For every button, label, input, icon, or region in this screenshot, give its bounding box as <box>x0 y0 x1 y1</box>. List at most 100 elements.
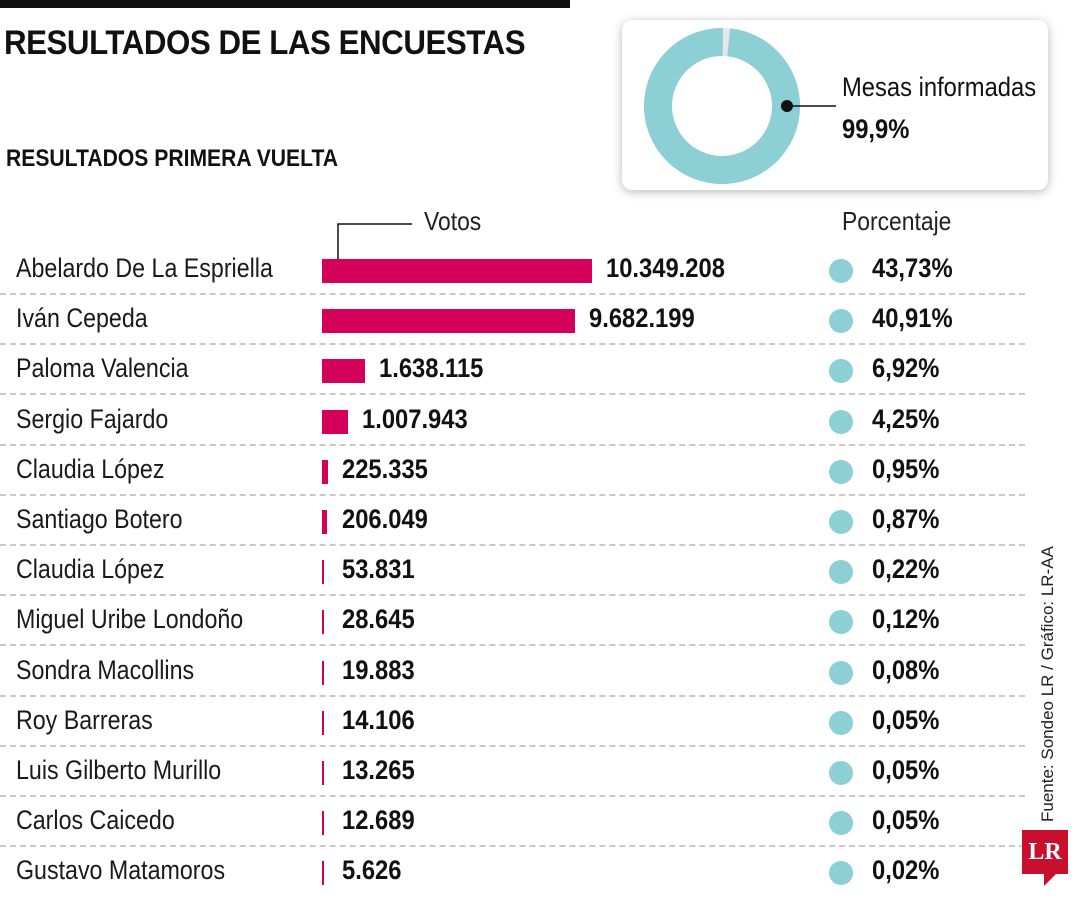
vote-bar <box>322 459 328 484</box>
vote-count: 53.831 <box>342 554 415 585</box>
percent-dot <box>829 309 853 334</box>
candidate-name: Roy Barreras <box>16 704 153 735</box>
vote-count: 19.883 <box>342 654 415 685</box>
percent-dot <box>829 710 853 735</box>
source-note: Fuente: Sondeo LR / Gráfico: LR-AA <box>1038 546 1057 822</box>
vote-bar <box>322 309 575 334</box>
percent-dot <box>829 510 853 534</box>
row-separator <box>0 393 1025 396</box>
percent-column-header: Porcentaje <box>842 206 952 236</box>
vote-count: 9.682.199 <box>589 303 695 334</box>
vote-count: 14.106 <box>342 704 415 735</box>
table-row: Luis Gilberto Murillo 13.265 0,05% <box>0 747 1025 797</box>
donut-reported-arc <box>644 28 800 184</box>
vote-bar <box>322 761 324 785</box>
percent-dot <box>829 359 853 384</box>
table-row: Gustavo Matamoros 5.626 0,02% <box>0 847 1025 897</box>
vote-bar <box>322 510 327 534</box>
percent-value: 0,05% <box>872 755 940 785</box>
vote-count: 206.049 <box>342 504 428 534</box>
mesas-label: Mesas informadas <box>842 72 1037 102</box>
percent-value: 0,05% <box>872 805 940 836</box>
candidate-name: Iván Cepeda <box>16 303 148 334</box>
candidate-name: Claudia López <box>16 554 165 585</box>
row-separator <box>0 293 1025 295</box>
page-title: RESULTADOS DE LAS ENCUESTAS <box>4 24 526 62</box>
vote-count: 5.626 <box>342 855 402 886</box>
row-separator <box>0 594 1025 597</box>
candidate-name: Santiago Botero <box>16 504 183 534</box>
percent-dot <box>829 660 853 685</box>
candidate-name: Claudia López <box>16 453 165 484</box>
vote-count: 13.265 <box>342 755 415 785</box>
row-separator <box>0 744 1025 747</box>
percent-value: 0,22% <box>872 554 940 585</box>
percent-dot <box>829 259 853 283</box>
percent-dot <box>829 409 853 434</box>
table-row: Abelardo De La Espriella 10.349.208 43,73% <box>0 245 1025 295</box>
vote-bar <box>322 259 592 283</box>
chart-subtitle: RESULTADOS PRIMERA VUELTA <box>6 145 339 172</box>
percent-dot <box>829 610 853 635</box>
percent-dot <box>829 459 853 484</box>
vote-bar <box>322 409 348 434</box>
table-row: Roy Barreras 14.106 0,05% <box>0 697 1025 747</box>
percent-value: 40,91% <box>872 303 953 334</box>
percent-dot <box>829 861 853 886</box>
percent-value: 43,73% <box>872 253 953 283</box>
candidate-name: Abelardo De La Espriella <box>16 253 273 283</box>
percent-value: 0,95% <box>872 453 940 484</box>
row-separator <box>0 694 1025 697</box>
row-separator <box>0 493 1025 496</box>
percent-value: 0,08% <box>872 654 940 685</box>
vote-count: 28.645 <box>342 604 415 635</box>
percent-value: 0,02% <box>872 855 940 886</box>
table-row: Paloma Valencia 1.638.115 6,92% <box>0 345 1025 396</box>
table-row: Claudia López 53.831 0,22% <box>0 546 1025 597</box>
vote-bar <box>322 560 324 585</box>
candidate-name: Miguel Uribe Londoño <box>16 604 244 635</box>
candidate-name: Luis Gilberto Murillo <box>16 755 222 785</box>
row-separator <box>0 443 1025 446</box>
vote-bar <box>322 861 324 886</box>
percent-value: 0,12% <box>872 604 940 635</box>
percent-dot <box>829 761 853 785</box>
percent-dot <box>829 560 853 585</box>
table-row: Sergio Fajardo 1.007.943 4,25% <box>0 396 1025 446</box>
percent-value: 0,05% <box>872 704 940 735</box>
vote-bar <box>322 660 324 685</box>
mesas-callout <box>781 100 836 112</box>
candidate-name: Gustavo Matamoros <box>16 855 226 886</box>
vote-count: 12.689 <box>342 805 415 836</box>
vote-bar <box>322 359 365 384</box>
table-row: Carlos Caicedo 12.689 0,05% <box>0 797 1025 848</box>
table-row: Claudia López 225.335 0,95% <box>0 446 1025 496</box>
percent-value: 6,92% <box>872 353 940 384</box>
table-row: Miguel Uribe Londoño 28.645 0,12% <box>0 596 1025 647</box>
vote-bar <box>322 610 324 635</box>
votes-column-header: Votos <box>424 206 482 236</box>
lr-logo: LR <box>1022 830 1068 874</box>
candidate-name: Sergio Fajardo <box>16 403 169 434</box>
table-row: Sondra Macollins 19.883 0,08% <box>0 647 1025 697</box>
percent-value: 0,87% <box>872 504 940 534</box>
row-separator <box>0 845 1025 848</box>
table-row: Iván Cepeda 9.682.199 40,91% <box>0 295 1025 346</box>
vote-bar <box>322 710 324 735</box>
vote-count: 10.349.208 <box>606 253 725 283</box>
candidate-name: Carlos Caicedo <box>16 805 175 836</box>
lr-logo-tail <box>1044 874 1056 886</box>
vote-count: 1.007.943 <box>362 403 468 434</box>
top-rule <box>0 0 570 8</box>
vote-count: 225.335 <box>342 453 428 484</box>
percent-value: 4,25% <box>872 403 940 434</box>
table-row: Santiago Botero 206.049 0,87% <box>0 496 1025 546</box>
mesas-card: Mesas informadas 99,9% <box>622 20 1048 190</box>
candidate-name: Paloma Valencia <box>16 353 189 384</box>
row-separator <box>0 544 1025 546</box>
mesas-value: 99,9% <box>842 114 910 144</box>
percent-dot <box>829 811 853 836</box>
row-separator <box>0 795 1025 797</box>
row-separator <box>0 644 1025 647</box>
row-separator <box>0 343 1025 346</box>
